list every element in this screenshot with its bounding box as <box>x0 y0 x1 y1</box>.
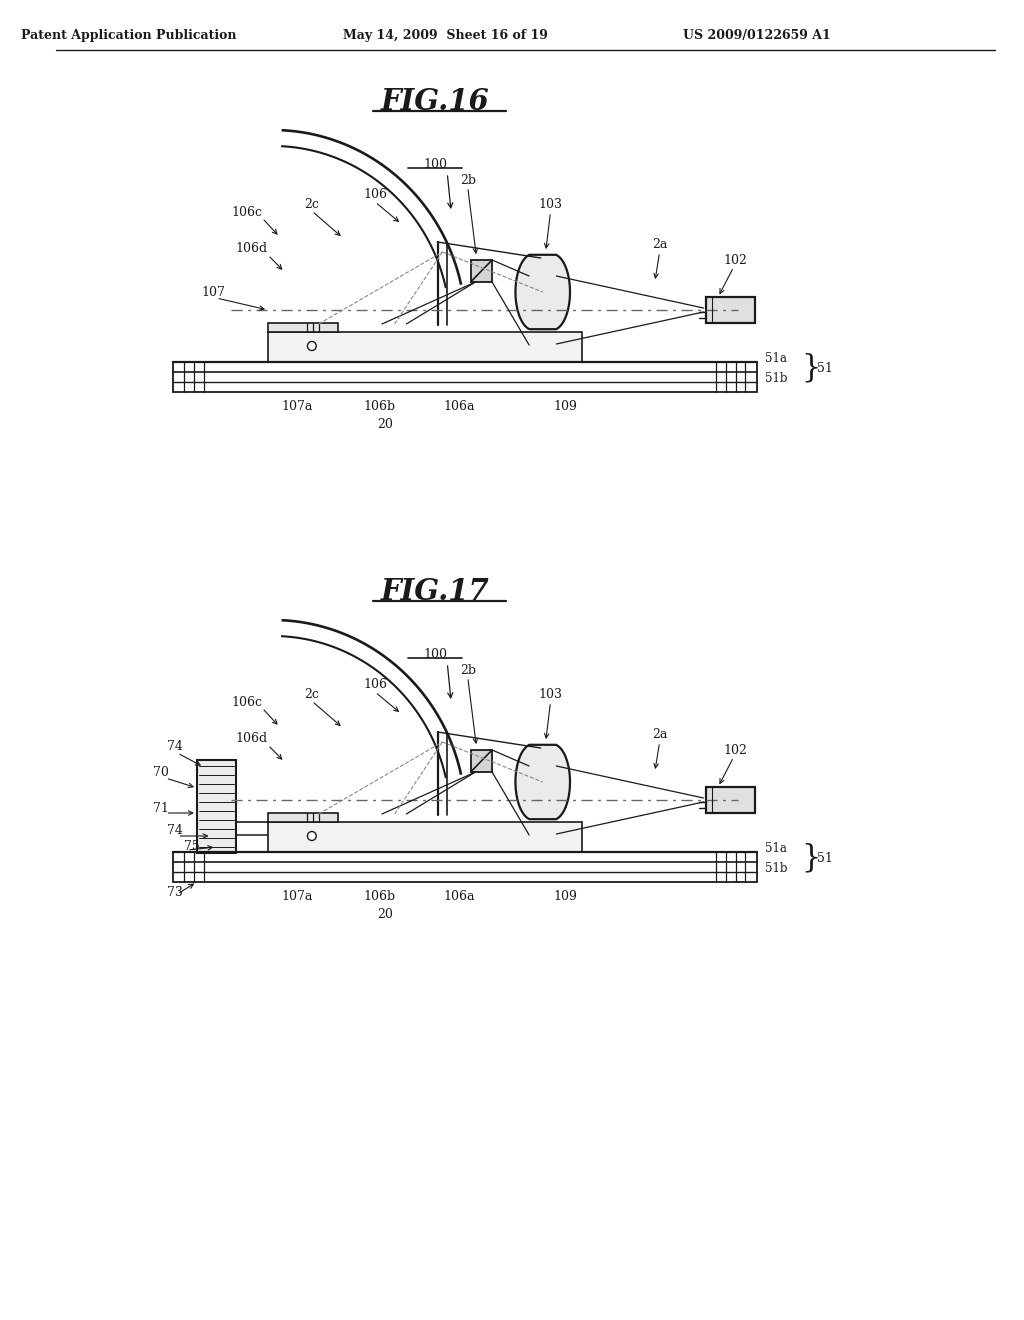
Text: 102: 102 <box>724 743 748 756</box>
Polygon shape <box>707 787 755 813</box>
Text: 107a: 107a <box>282 891 313 903</box>
Text: 106d: 106d <box>236 731 268 744</box>
Text: 20: 20 <box>377 908 393 920</box>
Text: 2a: 2a <box>652 729 668 742</box>
Text: 51b: 51b <box>765 862 787 874</box>
Text: 106: 106 <box>364 678 387 692</box>
Text: 51: 51 <box>817 851 834 865</box>
Text: FIG.17: FIG.17 <box>381 578 489 606</box>
Text: 106c: 106c <box>231 696 262 709</box>
Polygon shape <box>268 323 338 333</box>
Text: 102: 102 <box>724 253 748 267</box>
Text: 106a: 106a <box>443 400 475 413</box>
Text: 100: 100 <box>424 648 447 661</box>
Text: 70: 70 <box>153 766 169 779</box>
Text: 73: 73 <box>167 886 182 899</box>
Text: 109: 109 <box>553 891 578 903</box>
Polygon shape <box>707 297 755 323</box>
Circle shape <box>307 832 316 841</box>
Text: 106c: 106c <box>231 206 262 219</box>
Polygon shape <box>197 760 236 853</box>
Text: 107a: 107a <box>282 400 313 413</box>
Polygon shape <box>268 813 338 822</box>
Text: 2c: 2c <box>304 689 319 701</box>
Text: 75: 75 <box>184 841 200 854</box>
Text: }: } <box>801 842 820 874</box>
Text: US 2009/0122659 A1: US 2009/0122659 A1 <box>683 29 830 41</box>
Text: 103: 103 <box>539 689 562 701</box>
Text: FIG.16: FIG.16 <box>381 87 489 116</box>
Text: 74: 74 <box>167 741 182 754</box>
Polygon shape <box>515 255 570 329</box>
Text: 100: 100 <box>424 158 447 172</box>
Polygon shape <box>268 822 582 851</box>
Text: 107: 107 <box>202 285 225 298</box>
Polygon shape <box>268 333 582 362</box>
Text: 71: 71 <box>153 801 169 814</box>
Text: 2a: 2a <box>652 239 668 252</box>
Text: 106d: 106d <box>236 242 268 255</box>
Text: 51b: 51b <box>765 371 787 384</box>
Polygon shape <box>471 750 493 772</box>
Text: 51a: 51a <box>765 842 786 855</box>
Polygon shape <box>471 260 493 282</box>
Text: May 14, 2009  Sheet 16 of 19: May 14, 2009 Sheet 16 of 19 <box>343 29 548 41</box>
Text: 103: 103 <box>539 198 562 211</box>
Text: Patent Application Publication: Patent Application Publication <box>20 29 237 41</box>
Text: 2b: 2b <box>460 664 476 676</box>
Text: 106a: 106a <box>443 891 475 903</box>
Text: 106b: 106b <box>362 400 395 413</box>
Text: 2b: 2b <box>460 173 476 186</box>
Text: 106: 106 <box>364 189 387 202</box>
Text: }: } <box>801 352 820 384</box>
Polygon shape <box>515 744 570 820</box>
Text: 109: 109 <box>553 400 578 413</box>
Circle shape <box>307 342 316 351</box>
Text: 51: 51 <box>817 362 834 375</box>
Text: 106b: 106b <box>362 891 395 903</box>
Text: 2c: 2c <box>304 198 319 211</box>
Text: 20: 20 <box>377 417 393 430</box>
Text: 51a: 51a <box>765 352 786 366</box>
Text: 74: 74 <box>167 824 182 837</box>
